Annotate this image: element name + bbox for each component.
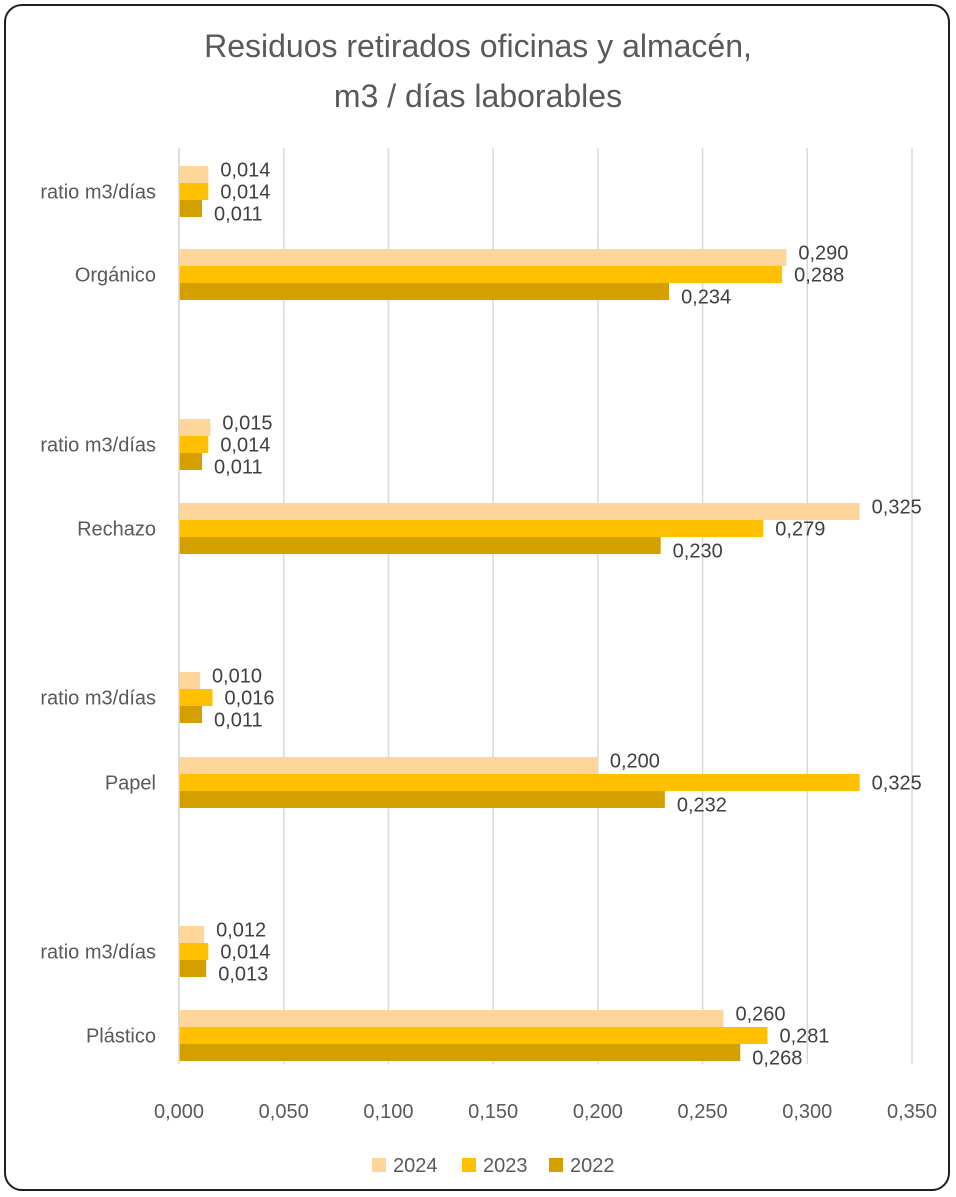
x-tick-label: 0,100 (363, 1101, 413, 1123)
y-category-label: Orgánico (75, 265, 156, 287)
bar-2024 (179, 249, 787, 266)
x-tick-label: 0,350 (887, 1101, 937, 1123)
legend-label: 2022 (570, 1155, 615, 1177)
bar-2024 (179, 926, 205, 943)
bar-2023 (179, 689, 213, 706)
data-label: 0,014 (220, 160, 270, 182)
y-category-label: Papel (105, 773, 156, 795)
x-tick-label: 0,000 (154, 1101, 204, 1123)
data-label: 0,281 (779, 1026, 829, 1048)
bar-2024 (179, 503, 860, 520)
data-label: 0,012 (216, 920, 266, 942)
data-label: 0,288 (794, 265, 844, 287)
data-label: 0,014 (220, 435, 270, 457)
legend-label: 2024 (393, 1155, 438, 1177)
data-label: 0,011 (214, 204, 263, 226)
bar-2022 (179, 1044, 741, 1061)
x-tick-label: 0,200 (573, 1101, 623, 1123)
data-label: 0,279 (775, 519, 825, 541)
legend-swatch-2024 (372, 1158, 386, 1172)
x-tick-label: 0,150 (468, 1101, 518, 1123)
data-label: 0,268 (752, 1048, 802, 1070)
bar-2022 (179, 453, 203, 470)
x-tick-label: 0,050 (259, 1101, 309, 1123)
y-category-label: ratio m3/días (40, 942, 156, 964)
data-label: 0,325 (872, 497, 922, 519)
bar-2023 (179, 183, 209, 200)
y-category-label: ratio m3/días (40, 688, 156, 710)
chart-title-line-1: Residuos retirados oficinas y almacén, (204, 28, 752, 64)
data-label: 0,010 (212, 666, 262, 688)
x-tick-label: 0,300 (782, 1101, 832, 1123)
data-label: 0,290 (798, 243, 848, 265)
bar-2022 (179, 283, 670, 300)
bar-2024 (179, 166, 209, 183)
bar-2024 (179, 419, 211, 436)
data-label: 0,014 (220, 942, 270, 964)
data-label: 0,232 (677, 795, 727, 817)
data-label: 0,013 (218, 964, 268, 986)
data-label: 0,015 (222, 413, 272, 435)
x-tick-label: 0,250 (678, 1101, 728, 1123)
data-label: 0,014 (220, 182, 270, 204)
data-label: 0,016 (225, 688, 275, 710)
data-label: 0,234 (681, 287, 731, 309)
bar-2024 (179, 1010, 724, 1027)
bar-2022 (179, 706, 203, 723)
chart-title-line-2: m3 / días laborables (333, 78, 623, 114)
bar-2023 (179, 1027, 768, 1044)
bar-2024 (179, 672, 200, 689)
bar-2022 (179, 960, 207, 977)
legend-swatch-2022 (549, 1158, 563, 1172)
bar-2022 (179, 537, 661, 554)
bar-2022 (179, 200, 203, 217)
legend-swatch-2023 (462, 1158, 476, 1172)
chart-frame (4, 4, 950, 1191)
data-label: 0,260 (736, 1004, 786, 1026)
bar-2023 (179, 266, 783, 283)
bar-2023 (179, 436, 209, 453)
data-label: 0,011 (214, 457, 263, 479)
bar-2024 (179, 757, 598, 774)
bar-2023 (179, 520, 764, 537)
bar-2023 (179, 774, 860, 791)
y-category-label: Rechazo (77, 519, 156, 541)
y-category-label: ratio m3/días (40, 435, 156, 457)
y-category-label: Plástico (86, 1026, 156, 1048)
data-label: 0,011 (214, 710, 263, 732)
data-label: 0,230 (673, 541, 723, 563)
bar-2022 (179, 791, 665, 808)
bar-2023 (179, 943, 209, 960)
y-category-label: ratio m3/días (40, 182, 156, 204)
data-label: 0,325 (872, 773, 922, 795)
legend-label: 2023 (483, 1155, 528, 1177)
data-label: 0,200 (610, 751, 660, 773)
